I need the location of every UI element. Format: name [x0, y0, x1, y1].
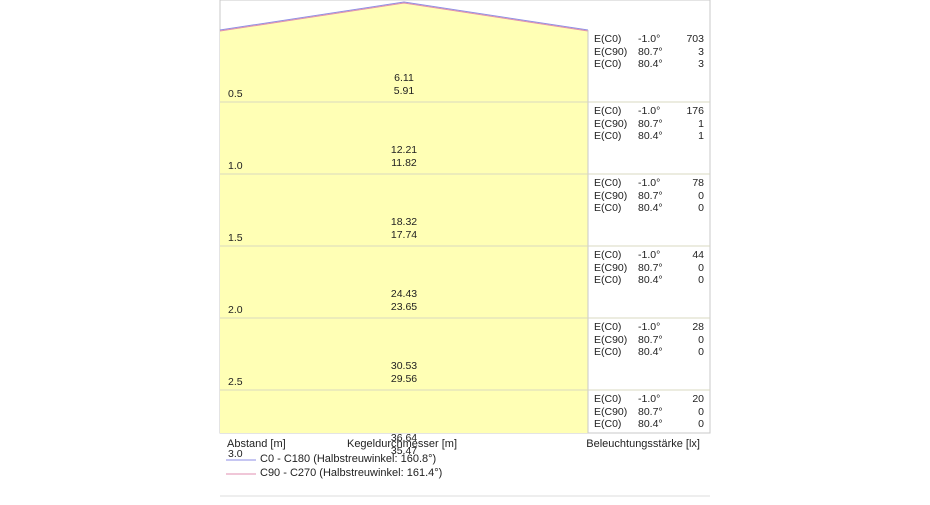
illuminance-value: 0	[698, 274, 704, 286]
illuminance-value: 1	[698, 117, 704, 130]
illuminance-value: 176	[686, 105, 704, 117]
illuminance-angle: 80.7°	[638, 261, 663, 274]
distance-label: 0.5	[228, 88, 243, 100]
illuminance-angle: -1.0°	[638, 33, 661, 45]
illuminance-label: E(C0)	[594, 274, 622, 286]
illuminance-angle: -1.0°	[638, 321, 661, 333]
illuminance-angle: -1.0°	[638, 105, 661, 117]
distance-label: 2.0	[228, 304, 243, 316]
illuminance-angle: 80.7°	[638, 117, 663, 130]
illuminance-label: E(C90)	[594, 117, 628, 130]
illuminance-value: 44	[692, 249, 704, 261]
illuminance-label: E(C0)	[594, 346, 622, 358]
illuminance-label: E(C0)	[594, 393, 622, 405]
illuminance-angle: 80.7°	[638, 333, 663, 346]
x-axis-label: Abstand [m]	[227, 438, 286, 450]
illuminance-label: E(C0)	[594, 321, 622, 333]
illuminance-value: 3	[698, 58, 704, 70]
illuminance-label: E(C90)	[594, 189, 628, 202]
legend-entry: C90 - C270 (Halbstreuwinkel: 161.4°)	[260, 467, 443, 479]
illuminance-label: E(C90)	[594, 45, 628, 58]
illuminance-value: 3	[698, 45, 704, 58]
illuminance-label: E(C0)	[594, 177, 622, 189]
distance-label: 1.5	[228, 232, 243, 244]
illuminance-label: E(C0)	[594, 105, 622, 117]
diameter-c90: 29.56	[390, 373, 418, 385]
diameter-c90: 11.82	[391, 157, 417, 169]
illuminance-label: E(C90)	[594, 333, 628, 346]
diameter-axis-label: Kegeldurchmesser [m]	[346, 438, 458, 450]
illuminance-label: E(C90)	[594, 405, 628, 418]
illuminance-value: 28	[692, 321, 704, 333]
illuminance-angle: 80.4°	[638, 274, 663, 286]
illuminance-label: E(C0)	[594, 33, 622, 45]
illuminance-label: E(C0)	[594, 202, 622, 214]
illuminance-angle: 80.4°	[638, 130, 663, 142]
illuminance-angle: -1.0°	[638, 177, 661, 189]
illuminance-angle: 80.4°	[638, 58, 663, 70]
curve-c0-c180	[219, 1, 589, 31]
illuminance-label: E(C0)	[594, 130, 622, 142]
illuminance-angle: -1.0°	[638, 393, 661, 405]
illuminance-value: 0	[698, 189, 704, 202]
distance-label: 1.0	[228, 160, 243, 172]
diameter-c90: 23.65	[390, 301, 418, 313]
diameter-c90: 35.47	[390, 445, 418, 457]
diameter-c0: 36.64	[390, 432, 418, 444]
illuminance-angle: 80.7°	[638, 405, 663, 418]
illuminance-label: E(C0)	[594, 58, 622, 70]
illuminance-angle: 80.7°	[638, 45, 663, 58]
diameter-c90: 5.91	[393, 85, 415, 97]
distance-label: 2.5	[228, 376, 243, 388]
illuminance-value: 0	[698, 202, 704, 214]
illuminance-value: 0	[698, 418, 704, 430]
illuminance-value: 20	[692, 393, 704, 405]
illuminance-label: E(C0)	[594, 418, 622, 430]
diameter-c90: 17.74	[390, 229, 418, 241]
cone-fill	[220, 2, 588, 433]
illuminance-value: 0	[698, 333, 704, 346]
distance-label: 3.0	[228, 448, 243, 460]
diameter-c0: 24.43	[390, 288, 418, 300]
illuminance-label: E(C90)	[594, 261, 628, 274]
legend-entry: C0 - C180 (Halbstreuwinkel: 160.8°)	[260, 453, 437, 465]
illuminance-angle: 80.7°	[638, 189, 663, 202]
illuminance-angle: 80.4°	[638, 202, 663, 214]
illuminance-axis-label: Beleuchtungsstärke [lx]	[586, 438, 700, 450]
illuminance-value: 0	[698, 405, 704, 418]
illuminance-value: 1	[698, 130, 704, 142]
diameter-c0: 12.21	[390, 144, 418, 156]
illuminance-angle: 80.4°	[638, 418, 663, 430]
diameter-c0: 30.53	[390, 360, 418, 372]
curve-c90-c270	[219, 2, 589, 32]
diameter-c0: 6.11	[394, 72, 414, 84]
diameter-c0: 18.32	[390, 216, 418, 228]
illuminance-value: 78	[692, 177, 704, 189]
illuminance-value: 703	[686, 33, 704, 45]
illuminance-value: 0	[698, 261, 704, 274]
illuminance-label: E(C0)	[594, 249, 622, 261]
illuminance-value: 0	[698, 346, 704, 358]
illuminance-angle: 80.4°	[638, 346, 663, 358]
illuminance-angle: -1.0°	[638, 249, 661, 261]
